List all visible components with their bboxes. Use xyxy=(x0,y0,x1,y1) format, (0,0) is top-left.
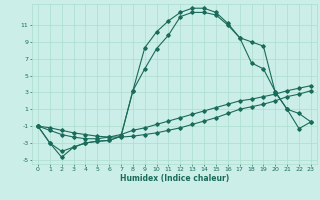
X-axis label: Humidex (Indice chaleur): Humidex (Indice chaleur) xyxy=(120,174,229,183)
